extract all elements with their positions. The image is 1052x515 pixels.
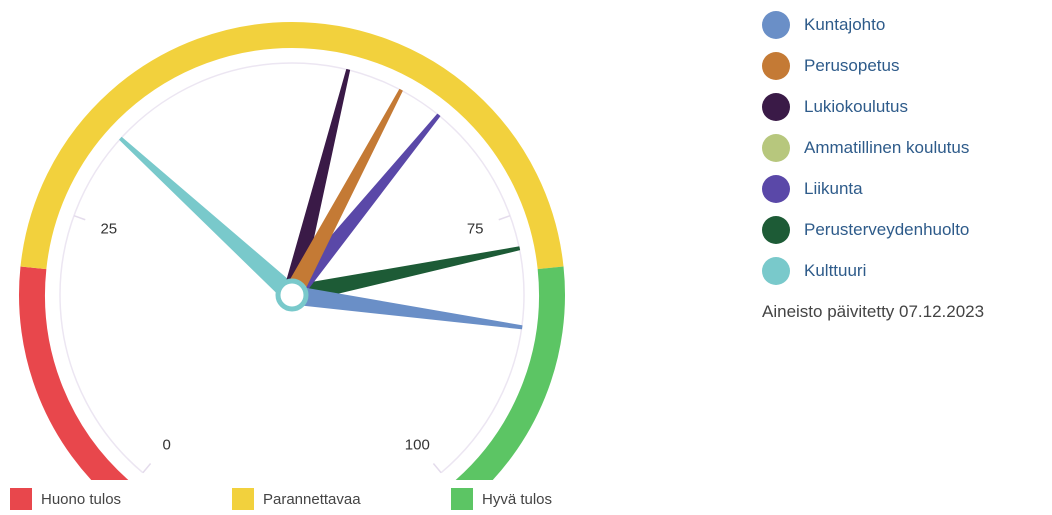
band-label-huono-tulos: Huono tulos	[41, 490, 122, 508]
band-legend-item-parannettavaa: Parannettavaa	[232, 487, 361, 511]
legend-label-kuntajohto: Kuntajohto	[804, 14, 886, 34]
band-legend-item-hyva-tulos: Hyvä tulos	[451, 487, 552, 511]
gauge-tick-0	[142, 463, 152, 474]
band-label-hyva-tulos: Hyvä tulos	[482, 490, 553, 508]
gauge-band-huono-tulos	[19, 266, 129, 480]
legend-dot-ammatillinen-koulutus	[762, 133, 790, 162]
band-swatch-parannettavaa	[232, 488, 254, 510]
band-label-parannettavaa: Parannettavaa	[263, 490, 361, 508]
legend-dot-lukiokoulutus	[762, 92, 790, 121]
gauge-tick-label-25: 25	[100, 220, 117, 237]
legend-item-kulttuuri[interactable]: Kulttuuri	[762, 250, 1052, 291]
gauge-needle-kulttuuri	[119, 136, 299, 303]
legend-item-lukiokoulutus[interactable]: Lukiokoulutus	[762, 86, 1052, 127]
gauge-tick-label-0: 0	[163, 436, 171, 453]
updated-date-text: Aineisto päivitetty 07.12.2023	[762, 302, 985, 321]
legend-label-perusterveydenhuolto: Perusterveydenhuolto	[804, 219, 970, 239]
bands-legend: Huono tulos Parannettavaa Hyvä tulos	[10, 487, 710, 511]
gauge-tick-label-100: 100	[405, 436, 430, 453]
gauge-tick-75	[498, 214, 511, 221]
legend-dot-liikunta	[762, 174, 790, 203]
gauge-tick-100	[432, 463, 442, 474]
legend-label-perusopetus: Perusopetus	[804, 55, 900, 75]
legend-label-ammatillinen-koulutus: Ammatillinen koulutus	[804, 137, 970, 157]
band-legend-item-huono-tulos: Huono tulos	[10, 487, 121, 511]
gauge-tick-label-75: 75	[467, 220, 484, 237]
legend-label-liikunta: Liikunta	[804, 178, 863, 198]
legend-label-lukiokoulutus: Lukiokoulutus	[804, 96, 908, 116]
band-swatch-hyva-tulos	[451, 488, 473, 510]
gauge-track	[59, 62, 525, 474]
legend-dot-kuntajohto	[762, 10, 790, 39]
legend-label-kulttuuri: Kulttuuri	[804, 260, 867, 280]
legend-item-liikunta[interactable]: Liikunta	[762, 168, 1052, 209]
gauge-tick-25	[73, 214, 86, 221]
gauge-pivot	[275, 278, 309, 312]
gauge-band-parannettavaa	[20, 22, 564, 270]
band-swatch-huono-tulos	[10, 488, 32, 510]
series-legend: Kuntajohto Perusopetus Lukiokoulutus Ammati…	[762, 4, 1052, 291]
legend-dot-perusopetus	[762, 51, 790, 80]
legend-item-ammatillinen-koulutus[interactable]: Ammatillinen koulutus	[762, 127, 1052, 168]
gauge-chart: 0 25 75 100	[19, 22, 565, 480]
gauge-needle-perusopetus	[283, 88, 403, 300]
legend-item-perusterveydenhuolto[interactable]: Perusterveydenhuolto	[762, 209, 1052, 250]
legend-dot-kulttuuri	[762, 256, 790, 285]
legend-item-perusopetus[interactable]: Perusopetus	[762, 45, 1052, 86]
gauge-band-hyva-tulos	[455, 266, 565, 480]
legend-dot-perusterveydenhuolto	[762, 215, 790, 244]
legend-item-kuntajohto[interactable]: Kuntajohto	[762, 4, 1052, 45]
gauge-needle-kuntajohto	[290, 285, 523, 330]
